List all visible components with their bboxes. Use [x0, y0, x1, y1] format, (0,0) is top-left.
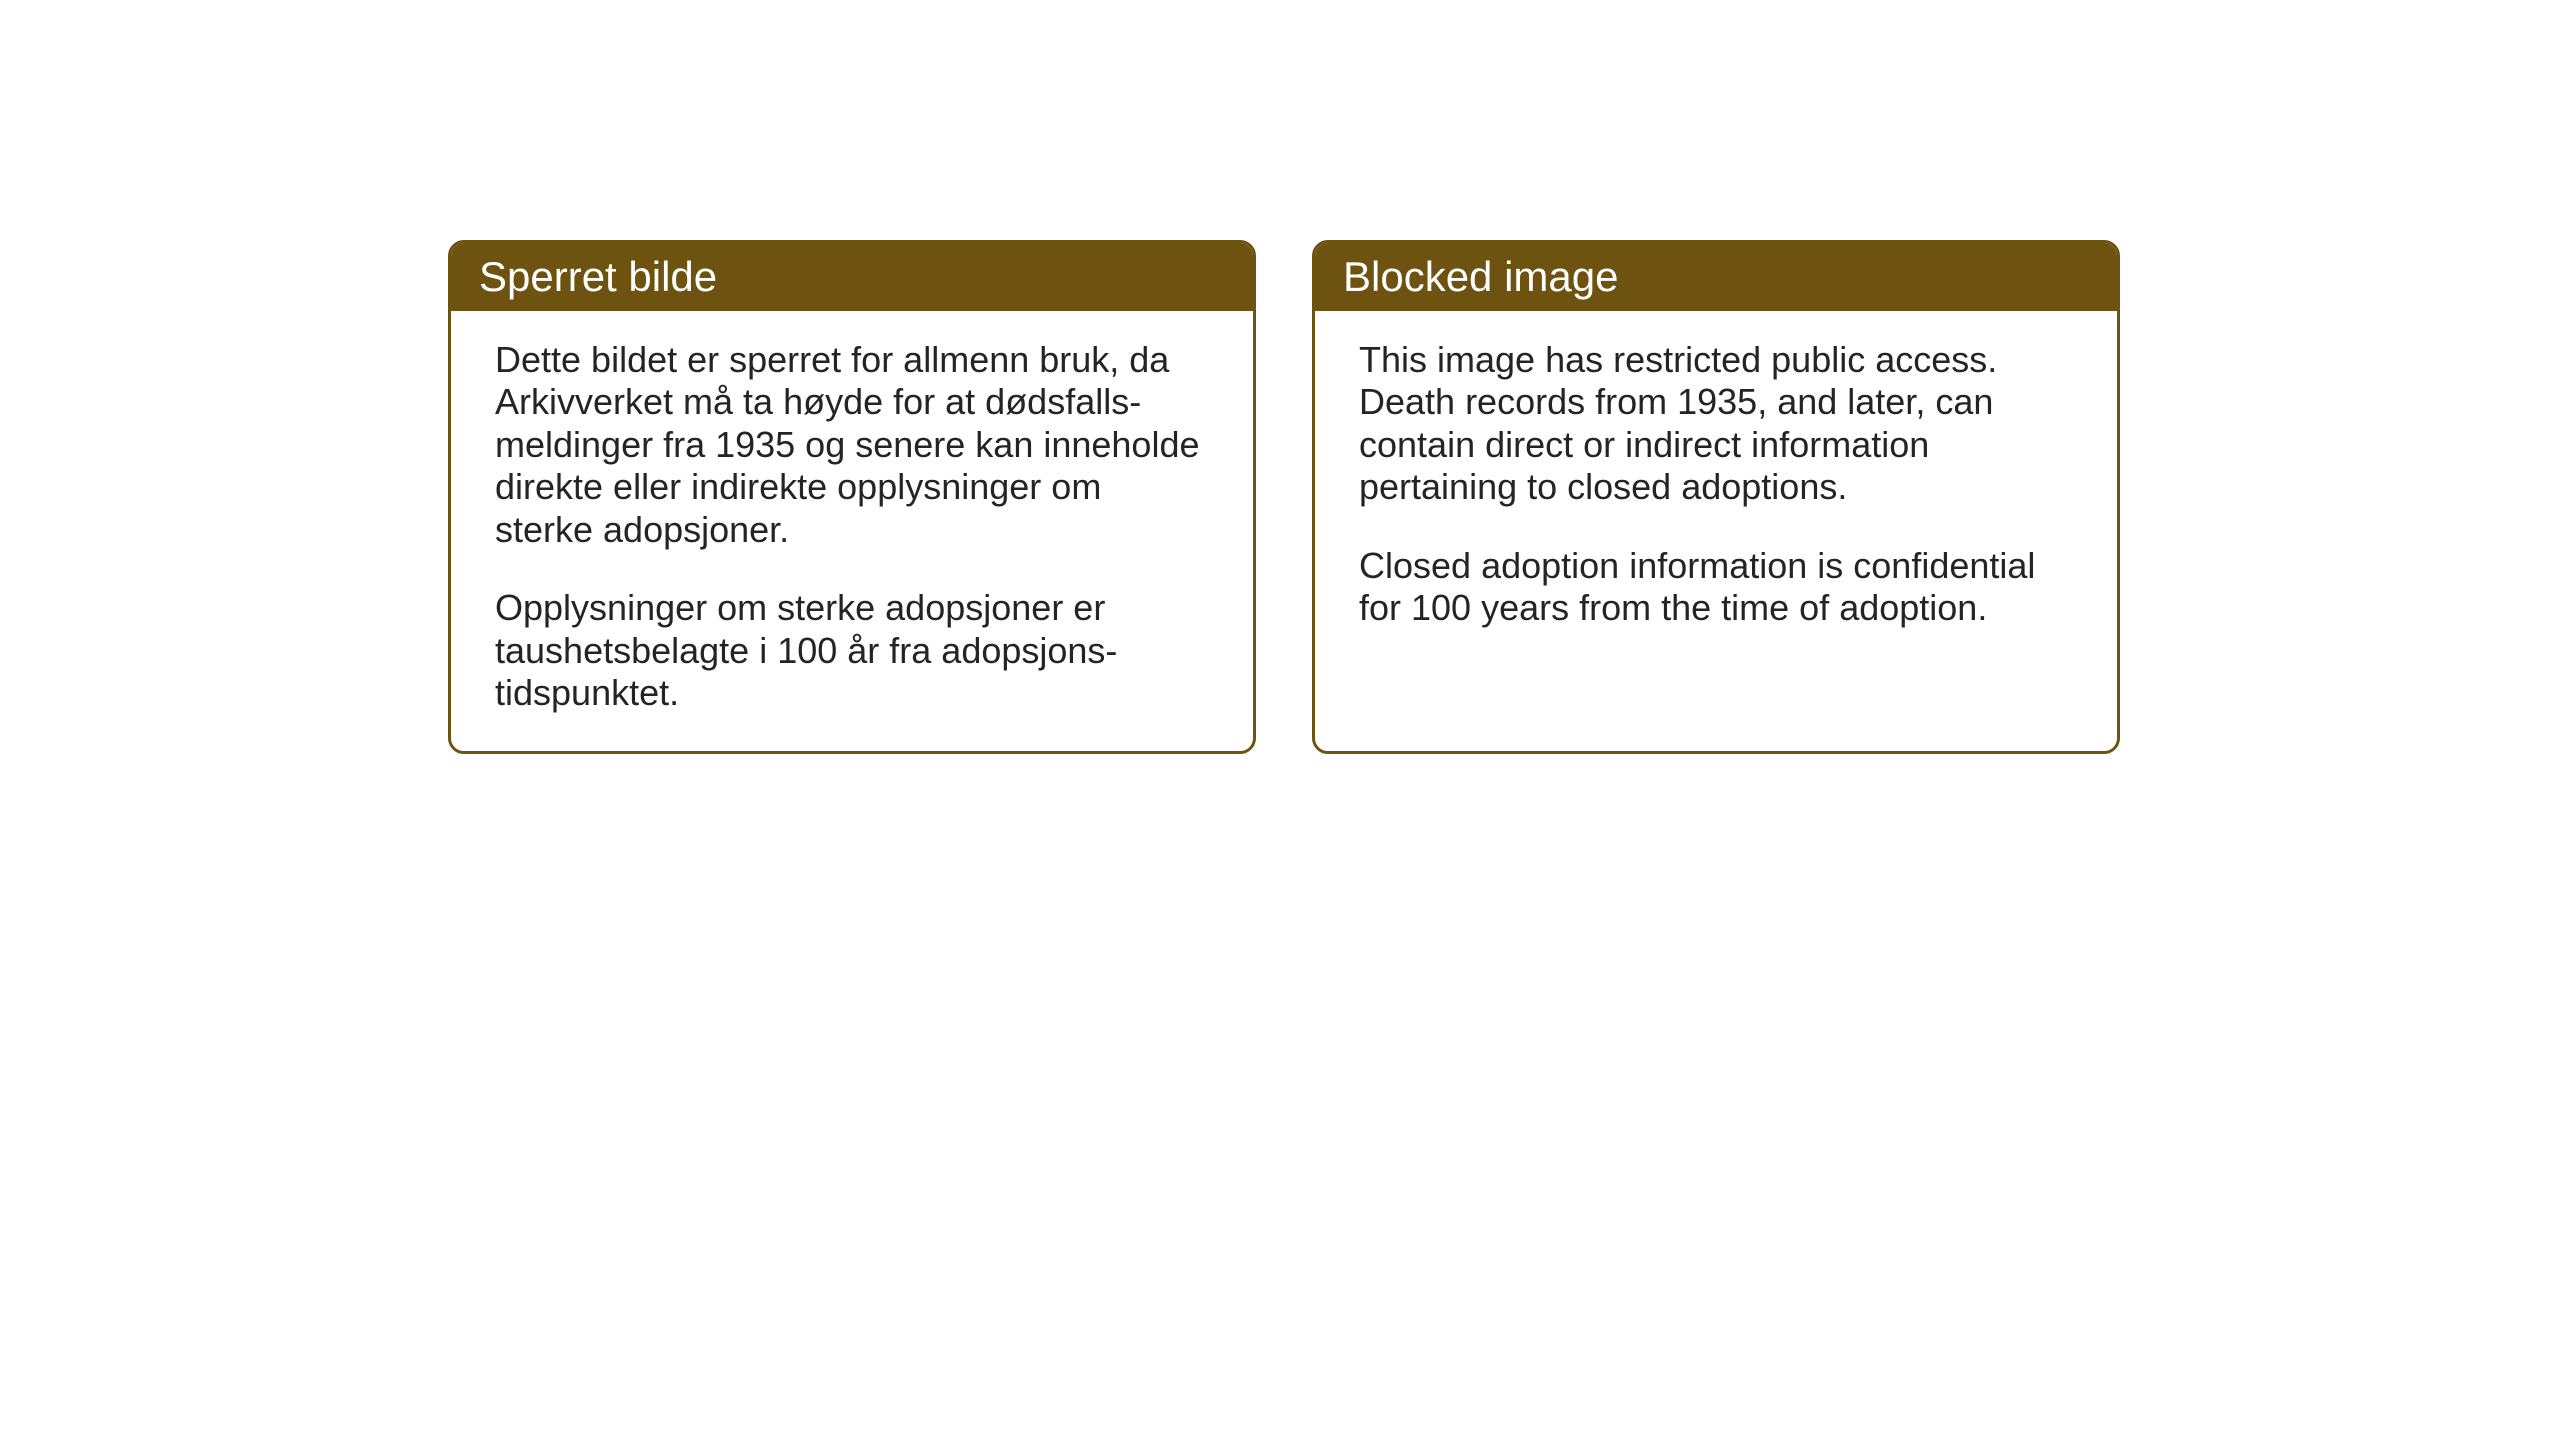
notice-body-english: This image has restricted public access.… — [1315, 311, 2117, 751]
notices-container: Sperret bilde Dette bildet er sperret fo… — [448, 240, 2120, 754]
notice-box-english: Blocked image This image has restricted … — [1312, 240, 2120, 754]
notice-paragraph: This image has restricted public access.… — [1359, 339, 2073, 509]
notice-paragraph: Closed adoption information is confident… — [1359, 545, 2073, 630]
notice-header-english: Blocked image — [1315, 243, 2117, 311]
notice-header-norwegian: Sperret bilde — [451, 243, 1253, 311]
notice-paragraph: Dette bildet er sperret for allmenn bruk… — [495, 339, 1209, 551]
notice-body-norwegian: Dette bildet er sperret for allmenn bruk… — [451, 311, 1253, 751]
notice-box-norwegian: Sperret bilde Dette bildet er sperret fo… — [448, 240, 1256, 754]
notice-paragraph: Opplysninger om sterke adopsjoner er tau… — [495, 587, 1209, 714]
